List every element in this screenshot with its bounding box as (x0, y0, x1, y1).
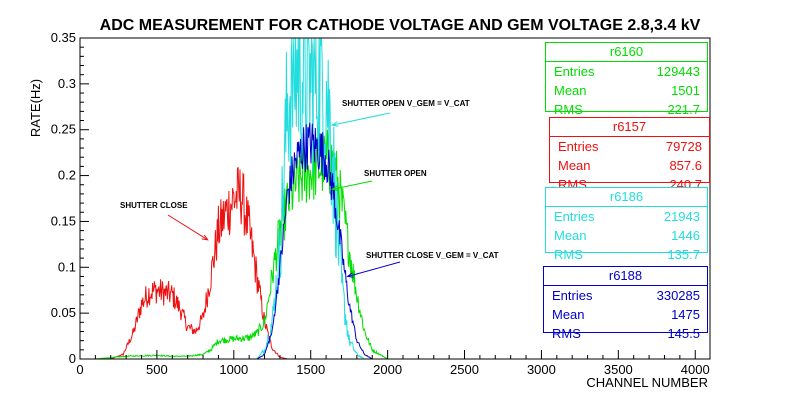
stats-value: 145.5 (667, 326, 700, 341)
stats-value: 79728 (665, 139, 702, 154)
stats-label: RMS (552, 326, 581, 341)
annotation-arrowhead (330, 185, 339, 191)
x-tick-label: 3000 (527, 362, 556, 377)
stats-label: RMS (554, 247, 583, 262)
stats-value: 857.6 (669, 158, 702, 173)
stats-label: Mean (554, 83, 587, 98)
stats-value: 221.7 (667, 102, 700, 117)
x-tick-label: 1500 (296, 362, 325, 377)
annotation-arrow (347, 261, 401, 277)
stats-row-rms: RMS 135.7 (546, 245, 707, 264)
y-tick-label: 0.2 (58, 168, 76, 183)
x-tick-label: 1000 (219, 362, 248, 377)
plot-frame (79, 37, 711, 360)
series-r6157-line (110, 167, 288, 360)
annotation-arrowhead (330, 121, 339, 127)
stats-row-rms: RMS 221.7 (546, 100, 707, 119)
x-axis-label: CHANNEL NUMBER (586, 375, 708, 390)
plot-area (95, 37, 388, 360)
stats-label: Mean (554, 228, 587, 243)
annotation-label: SHUTTER OPEN V_GEM = V_CAT (342, 99, 470, 108)
annotation-arrowhead (201, 234, 209, 241)
y-tick-label: 0.35 (51, 30, 76, 45)
stats-label: Mean (552, 307, 585, 322)
annotation-arrowhead (346, 272, 354, 278)
stats-box-r6188: r6188 Entries 330285 Mean 1475 RMS 145.5 (543, 266, 708, 341)
series-r6188-line (256, 122, 373, 360)
stats-title: r6157 (550, 118, 709, 137)
stats-row-mean: Mean 1446 (546, 226, 707, 245)
stats-value: 135.7 (667, 247, 700, 262)
annotation-label: SHUTTER OPEN (364, 169, 427, 178)
stats-row-mean: Mean 1475 (544, 305, 707, 324)
stats-label: Mean (558, 158, 591, 173)
stats-label: Entries (552, 288, 593, 303)
stats-value: 330285 (656, 288, 700, 303)
series-r6186-line (256, 37, 365, 360)
y-tick-label: 0 (69, 351, 76, 366)
stats-value: 129443 (656, 64, 700, 79)
annotation-arrow (332, 112, 391, 126)
stats-value: 1475 (671, 307, 700, 322)
stats-row-mean: Mean 1501 (546, 81, 707, 100)
x-tick-label: 2500 (450, 362, 479, 377)
stats-box-r6186: r6186 Entries 21943 Mean 1446 RMS 135.7 (545, 187, 708, 262)
y-tick-label: 0.15 (51, 213, 76, 228)
x-tick-label: 2000 (373, 362, 402, 377)
x-tick-label: 500 (146, 362, 168, 377)
stats-box-r6160: r6160 Entries 129443 Mean 1501 RMS 221.7 (545, 42, 708, 117)
x-tick-label: 4000 (681, 362, 710, 377)
x-tick-label: 0 (76, 362, 83, 377)
stats-row-rms: RMS 145.5 (544, 324, 707, 343)
annotations: SHUTTER OPEN V_GEM = V_CAT SHUTTER OPEN SH… (120, 99, 499, 278)
stats-row-entries: Entries 330285 (544, 286, 707, 305)
stats-value: 1501 (671, 83, 700, 98)
stats-value: 1446 (671, 228, 700, 243)
annotation-arrow (332, 180, 373, 190)
stats-label: Entries (554, 209, 595, 224)
stats-label: Entries (554, 64, 595, 79)
y-tick-label: 0.3 (58, 76, 76, 91)
annotation-arrow (167, 214, 208, 241)
stats-row-entries: Entries 129443 (546, 62, 707, 81)
stats-box-r6157: r6157 Entries 79728 Mean 857.6 RMS 240.7 (549, 117, 710, 192)
x-tick-label: 3500 (604, 362, 633, 377)
stats-label: Entries (558, 139, 599, 154)
annotation-label: SHUTTER CLOSE V_GEM = V_CAT (366, 251, 499, 260)
y-tick-label: 0.05 (51, 305, 76, 320)
y-tick-label: 0.25 (51, 122, 76, 137)
axis-ticks: 0 500 1000 1500 2000 2500 3000 3500 4000 0 0.05 0.1… (51, 30, 710, 377)
stats-row-entries: Entries 79728 (550, 137, 709, 156)
stats-row-mean: Mean 857.6 (550, 156, 709, 175)
series-r6160-line (95, 129, 388, 360)
stats-title: r6186 (546, 188, 707, 207)
stats-value: 21943 (663, 209, 700, 224)
stats-title: r6188 (544, 267, 707, 286)
chart-title: ADC MEASUREMENT FOR CATHODE VOLTAGE AND … (100, 17, 701, 34)
stats-row-entries: Entries 21943 (546, 207, 707, 226)
y-axis-label: RATE(Hz) (28, 79, 43, 137)
y-tick-label: 0.1 (58, 259, 76, 274)
annotation-label: SHUTTER CLOSE (120, 201, 188, 210)
stats-label: RMS (554, 102, 583, 117)
stats-title: r6160 (546, 43, 707, 62)
